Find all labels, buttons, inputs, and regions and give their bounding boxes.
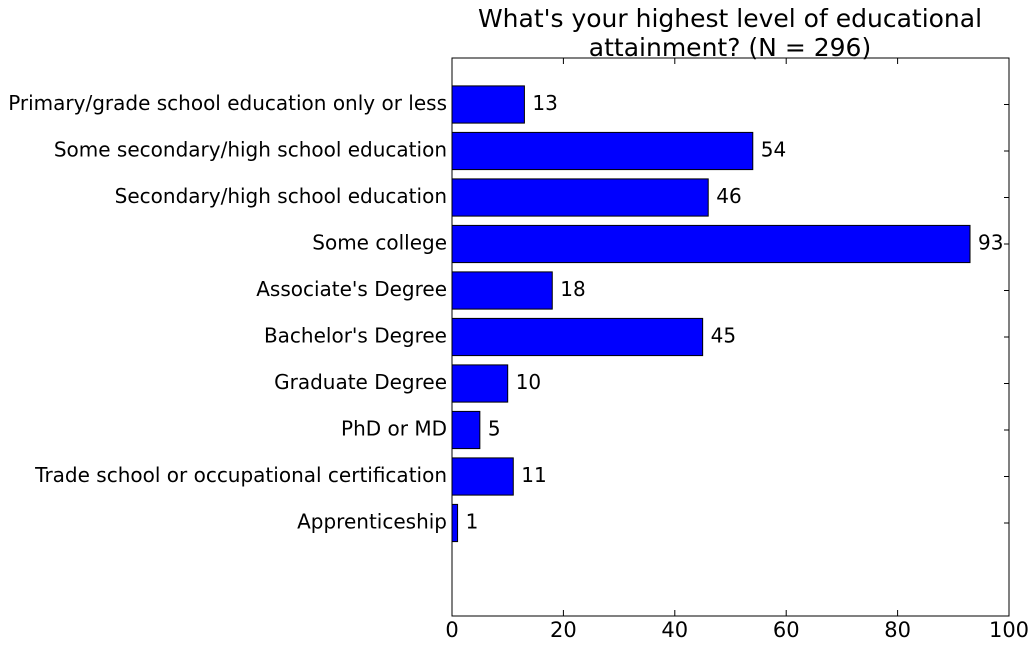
y-tick-label: Secondary/high school education <box>115 184 447 208</box>
bar <box>451 271 553 310</box>
x-tick-label: 20 <box>550 618 577 642</box>
bar <box>451 85 525 124</box>
bar <box>451 503 459 543</box>
bar <box>451 317 704 357</box>
value-label: 13 <box>532 91 557 115</box>
y-tick-label: Primary/grade school education only or l… <box>8 91 447 115</box>
plot-frame <box>451 57 1010 617</box>
x-tick-label: 60 <box>773 618 800 642</box>
value-label: 5 <box>488 417 501 441</box>
y-tick-label: Some college <box>312 231 447 255</box>
y-tick-label: Associate's Degree <box>256 277 447 301</box>
y-tick-label: Apprenticeship <box>297 510 447 534</box>
y-tick-label: PhD or MD <box>341 417 447 441</box>
x-tick-label: 100 <box>989 618 1029 642</box>
x-tick-label: 80 <box>884 618 911 642</box>
value-label: 11 <box>521 463 546 487</box>
value-label: 10 <box>516 370 541 394</box>
value-label: 1 <box>466 510 479 534</box>
value-label: 45 <box>711 324 736 348</box>
y-tick-label: Trade school or occupational certificati… <box>34 463 447 487</box>
y-tick-label: Graduate Degree <box>274 370 447 394</box>
x-tick-label: 40 <box>661 618 688 642</box>
bar <box>451 131 754 171</box>
x-tick-label: 0 <box>445 618 458 642</box>
bar <box>451 457 514 496</box>
value-label: 46 <box>716 184 741 208</box>
y-tick-label: Some secondary/high school education <box>54 138 447 162</box>
value-label: 54 <box>761 138 786 162</box>
value-label: 93 <box>978 231 1003 255</box>
bar <box>451 178 709 217</box>
y-tick-label: Bachelor's Degree <box>264 324 447 348</box>
value-label: 18 <box>560 277 585 301</box>
bar <box>451 364 509 403</box>
bar <box>451 224 971 264</box>
bar <box>451 410 481 450</box>
chart-title: What's your highest level of educational… <box>477 4 983 62</box>
